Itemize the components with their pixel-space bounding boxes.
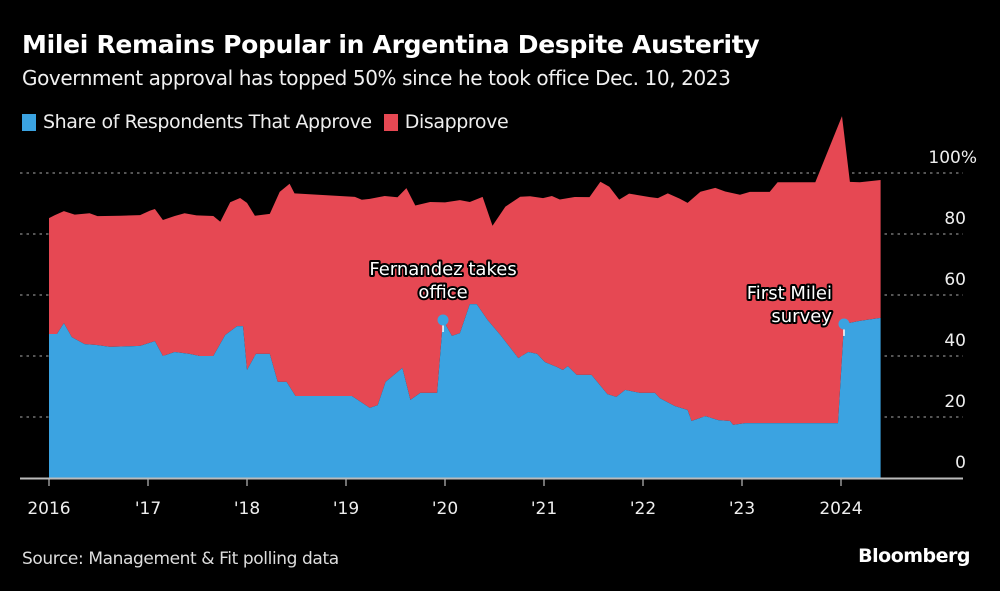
annotation-label: First Milei [747, 283, 832, 304]
legend: Share of Respondents That Approve Disapp… [22, 111, 520, 133]
legend-item-approve: Share of Respondents That Approve [22, 111, 372, 133]
legend-swatch-disapprove [383, 113, 398, 131]
x-tick-label: 2016 [27, 499, 70, 519]
x-tick-label: '21 [531, 499, 557, 519]
source-note: Source: Management & Fit polling data [22, 549, 339, 569]
x-tick-label: '22 [630, 499, 656, 519]
y-tick-label: 20 [944, 392, 966, 412]
x-tick-label: '17 [135, 499, 161, 519]
x-tick-label: 2024 [819, 499, 862, 519]
legend-swatch-approve [22, 113, 36, 131]
y-tick-label: 60 [944, 270, 966, 290]
y-tick-label: 80 [944, 209, 966, 229]
annotation-marker [838, 318, 850, 330]
legend-label-disapprove: Disapprove [404, 111, 509, 133]
annotation-label: office [418, 282, 467, 303]
legend-label-approve: Share of Respondents That Approve [43, 111, 372, 133]
x-tick-label: '18 [234, 499, 260, 519]
x-tick-label: '19 [333, 499, 359, 519]
x-tick-label: '20 [432, 499, 458, 519]
axes: 0 20 40 60 80 100% 2016 '17 '18 '19 '20 '21 '22 '23 20… [20, 148, 977, 519]
legend-item-disapprove: Disapprove [383, 111, 509, 133]
series-areas [49, 116, 881, 478]
y-tick-label: 100% [928, 148, 977, 168]
x-tick-label: '23 [729, 499, 755, 519]
bloomberg-logo: Bloomberg [858, 545, 970, 567]
y-tick-label: 0 [955, 453, 966, 473]
annotation-label: Fernandez takes [369, 259, 516, 280]
y-tick-label: 40 [944, 331, 966, 351]
chart-title: Milei Remains Popular in Argentina Despi… [22, 30, 760, 59]
annotation-label: survey [771, 306, 832, 327]
annotation-marker [437, 314, 449, 326]
area-approve [49, 304, 881, 478]
area-disapprove [49, 116, 881, 425]
chart-subtitle: Government approval has topped 50% since… [22, 66, 731, 90]
